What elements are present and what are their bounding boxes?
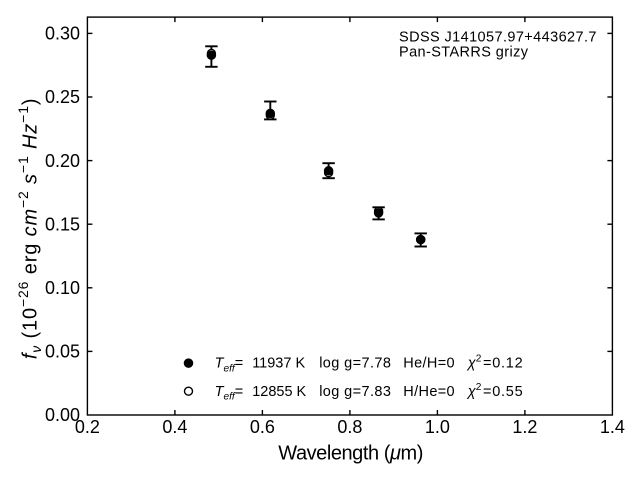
svg-text:0.2: 0.2 [75, 417, 100, 437]
svg-text:0.20: 0.20 [45, 151, 80, 171]
svg-text:Pan-STARRS grizy: Pan-STARRS grizy [399, 45, 529, 61]
svg-text:0.00: 0.00 [45, 405, 80, 425]
svg-text:0.4: 0.4 [162, 417, 187, 437]
svg-text:0.6: 0.6 [250, 417, 275, 437]
svg-text:0.10: 0.10 [45, 278, 80, 298]
svg-text:1.4: 1.4 [600, 417, 625, 437]
svg-text:1.0: 1.0 [425, 417, 450, 437]
svg-text:1.2: 1.2 [512, 417, 537, 437]
svg-text:0.05: 0.05 [45, 342, 80, 362]
svg-text:0.15: 0.15 [45, 214, 80, 234]
svg-text:0.25: 0.25 [45, 87, 80, 107]
svg-text:Wavelength (μm): Wavelength (μm) [278, 442, 423, 464]
svg-text:0.30: 0.30 [45, 24, 80, 44]
svg-text:fν (10−26 erg cm−2 s−1 Hz−1): fν (10−26 erg cm−2 s−1 Hz−1) [15, 98, 44, 360]
svg-text:0.8: 0.8 [337, 417, 362, 437]
svg-text:SDSS J141057.97+443627.7: SDSS J141057.97+443627.7 [399, 30, 597, 46]
